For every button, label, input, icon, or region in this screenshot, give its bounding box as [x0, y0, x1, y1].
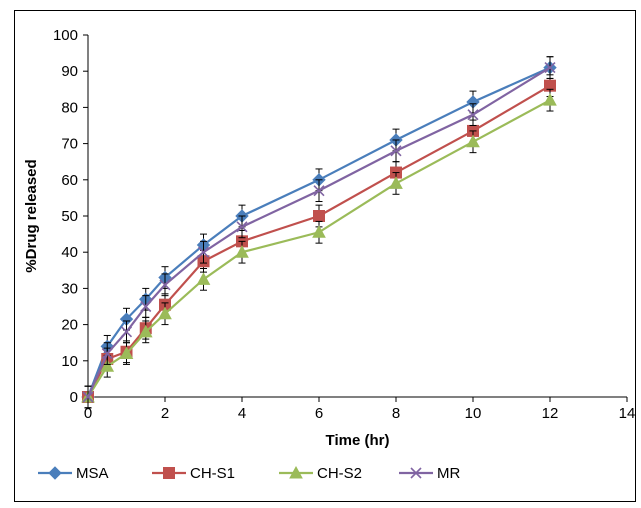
data-point: [313, 210, 325, 222]
data-point: [196, 272, 211, 285]
legend-label: MR: [437, 465, 460, 482]
data-point: [544, 62, 556, 74]
data-point: [312, 225, 326, 238]
x-tick-label: 8: [392, 405, 400, 422]
x-tick-label: 6: [315, 405, 323, 422]
x-tick-label: 10: [465, 405, 482, 422]
chart-frame: [14, 10, 636, 502]
y-tick-label: 10: [61, 353, 78, 370]
x-tick-label: 4: [238, 405, 246, 422]
data-point: [467, 109, 479, 121]
series-ch-s2: [81, 88, 557, 409]
legend-label: CH-S2: [317, 465, 362, 482]
data-point: [197, 246, 210, 258]
legend-item: MR: [399, 465, 460, 482]
y-tick-label: 70: [61, 136, 78, 153]
series-mr: [82, 56, 556, 409]
legend-item: CH-S1: [152, 465, 235, 482]
data-point: [140, 300, 152, 313]
legend-item: MSA: [38, 465, 109, 482]
legend-marker: [410, 467, 422, 479]
data-point: [100, 359, 115, 372]
data-point: [101, 347, 113, 360]
y-tick-label: 100: [53, 27, 78, 44]
x-axis-title: Time (hr): [326, 432, 390, 449]
data-point: [389, 176, 403, 189]
data-point: [543, 93, 557, 106]
data-point: [158, 306, 172, 320]
data-point: [82, 391, 94, 403]
x-tick-label: 2: [161, 405, 169, 422]
x-tick-label: 12: [542, 405, 559, 422]
legend-marker: [289, 465, 303, 479]
legend-label: CH-S1: [190, 465, 235, 482]
legend-label: MSA: [76, 465, 109, 482]
x-tick-label: 0: [84, 405, 92, 422]
legend-marker: [163, 467, 175, 479]
data-point: [390, 145, 402, 157]
axes: 0 10 20 30 40 50 60 70 80 90 100 0 2 4 6 8 10 12 14: [53, 27, 635, 422]
series-group: [81, 56, 557, 409]
y-tick-label: 0: [70, 389, 78, 406]
data-point: [159, 279, 171, 291]
legend: MSA CH-S1 CH-S2 MR: [38, 465, 460, 482]
data-point: [119, 346, 134, 360]
data-point: [313, 185, 325, 197]
legend-marker: [48, 466, 62, 480]
data-point: [466, 134, 480, 148]
x-tick-label: 14: [619, 405, 636, 422]
y-tick-label: 30: [61, 280, 78, 297]
data-point: [138, 324, 153, 338]
y-tick-label: 40: [61, 244, 78, 261]
y-tick-label: 80: [61, 99, 78, 116]
data-point: [236, 221, 248, 233]
data-point: [235, 245, 249, 258]
y-tick-label: 20: [61, 317, 78, 334]
data-point: [120, 326, 133, 338]
series-line: [87, 99, 551, 398]
y-axis-title: %Drug released: [23, 159, 40, 272]
y-tick-label: 90: [61, 63, 78, 80]
legend-item: CH-S2: [279, 465, 362, 482]
y-tick-label: 50: [61, 208, 78, 225]
y-tick-label: 60: [61, 172, 78, 189]
